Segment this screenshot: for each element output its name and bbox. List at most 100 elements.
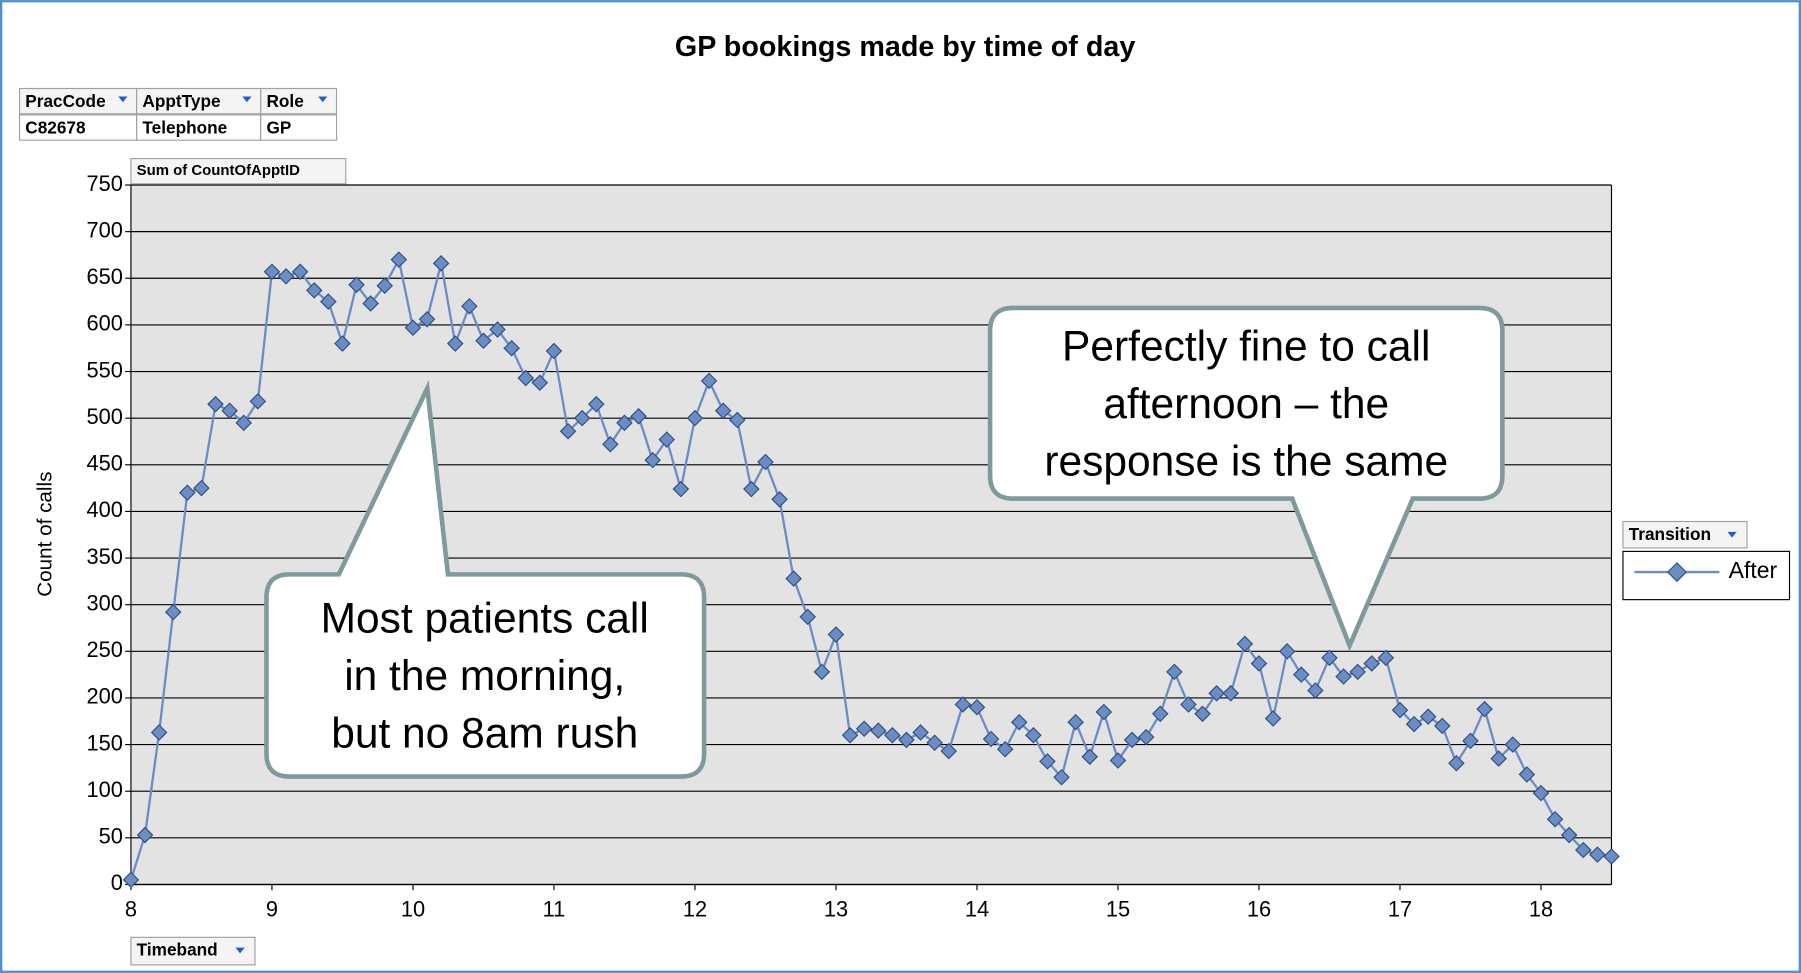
data-field-button <box>130 158 347 185</box>
callout-text: Most patients call <box>321 596 649 643</box>
marker <box>277 268 295 285</box>
marker <box>573 409 591 427</box>
marker <box>1222 685 1240 702</box>
y-tick-label: 100 <box>86 777 122 802</box>
chart-title: GP bookings made by time of day <box>675 31 1135 63</box>
marker <box>996 740 1014 758</box>
axis-field-button <box>130 936 256 966</box>
marker <box>743 480 760 498</box>
marker <box>136 826 154 844</box>
filter-name: PracCode <box>25 91 105 111</box>
filter-button <box>18 87 138 115</box>
marker <box>362 295 379 312</box>
dropdown-arrow <box>242 96 252 103</box>
marker <box>235 414 253 432</box>
marker <box>1391 701 1409 719</box>
marker <box>954 696 972 713</box>
x-tick-label: 12 <box>683 897 707 922</box>
marker <box>700 372 718 390</box>
dropdown-arrow <box>235 947 245 954</box>
y-tick-label: 500 <box>86 404 122 429</box>
marker <box>1053 768 1070 786</box>
marker <box>1504 736 1522 753</box>
marker <box>785 570 802 587</box>
marker <box>489 321 506 338</box>
y-axis-label: Count of calls <box>33 472 56 597</box>
marker <box>1151 705 1169 723</box>
y-tick-label: 50 <box>99 824 123 849</box>
marker <box>658 431 676 448</box>
callout-text: response is the same <box>1044 438 1448 485</box>
marker <box>587 395 605 413</box>
marker <box>602 435 619 453</box>
marker <box>1095 703 1113 721</box>
marker <box>545 342 563 360</box>
marker <box>517 369 535 387</box>
marker <box>291 263 309 281</box>
marker <box>1166 663 1183 681</box>
marker <box>1405 715 1423 733</box>
filter-value: C82678 <box>25 117 86 137</box>
marker <box>672 480 690 498</box>
filter-value: Telephone <box>142 117 227 137</box>
marker <box>616 414 633 432</box>
marker <box>1546 810 1564 828</box>
marker <box>1264 710 1282 727</box>
legend-field-button <box>1622 520 1748 549</box>
marker <box>432 255 450 272</box>
legend-label: After <box>1729 557 1778 583</box>
marker <box>1067 713 1084 731</box>
marker <box>1349 663 1366 681</box>
marker <box>1109 752 1127 769</box>
data-field: Sum of CountOfApptID <box>137 162 300 179</box>
y-tick-label: 600 <box>86 311 122 336</box>
marker <box>249 393 267 410</box>
y-tick-label: 150 <box>86 730 122 755</box>
x-tick-label: 15 <box>1106 897 1130 922</box>
y-tick-label: 750 <box>86 171 122 196</box>
dropdown-arrow <box>1727 531 1737 538</box>
marker <box>305 282 323 299</box>
marker <box>1194 705 1211 723</box>
marker <box>475 332 492 350</box>
marker <box>1081 748 1099 765</box>
axis-field: Timeband <box>137 940 218 960</box>
marker <box>1532 784 1550 802</box>
x-tick-label: 18 <box>1529 897 1553 922</box>
y-tick-label: 700 <box>86 217 122 242</box>
marker <box>982 730 1000 748</box>
marker <box>1363 655 1381 672</box>
marker <box>1123 731 1141 749</box>
marker <box>1236 635 1254 653</box>
marker <box>1518 766 1536 783</box>
marker <box>1589 846 1606 863</box>
filter-value: GP <box>266 117 291 137</box>
x-tick-label: 13 <box>824 897 848 922</box>
marker <box>1462 732 1479 750</box>
y-tick-label: 550 <box>86 357 122 382</box>
marker <box>714 402 732 419</box>
marker <box>1137 728 1155 746</box>
marker <box>461 297 478 315</box>
marker <box>757 453 774 471</box>
marker <box>728 411 746 429</box>
marker <box>531 374 549 391</box>
marker <box>926 734 943 752</box>
marker <box>1278 643 1296 660</box>
y-tick-label: 200 <box>86 684 122 709</box>
y-tick-label: 400 <box>86 497 122 522</box>
marker <box>446 335 464 352</box>
marker <box>1307 682 1324 699</box>
filter-name: Role <box>266 91 303 111</box>
x-tick-label: 17 <box>1388 897 1412 922</box>
marker <box>1025 726 1042 744</box>
legend-marker <box>1666 562 1687 583</box>
x-tick-label: 14 <box>965 897 989 922</box>
marker <box>898 731 915 749</box>
x-tick-label: 9 <box>266 897 278 922</box>
marker <box>404 319 422 336</box>
legend-box <box>1622 550 1791 601</box>
marker <box>1603 848 1620 865</box>
marker <box>418 311 436 328</box>
